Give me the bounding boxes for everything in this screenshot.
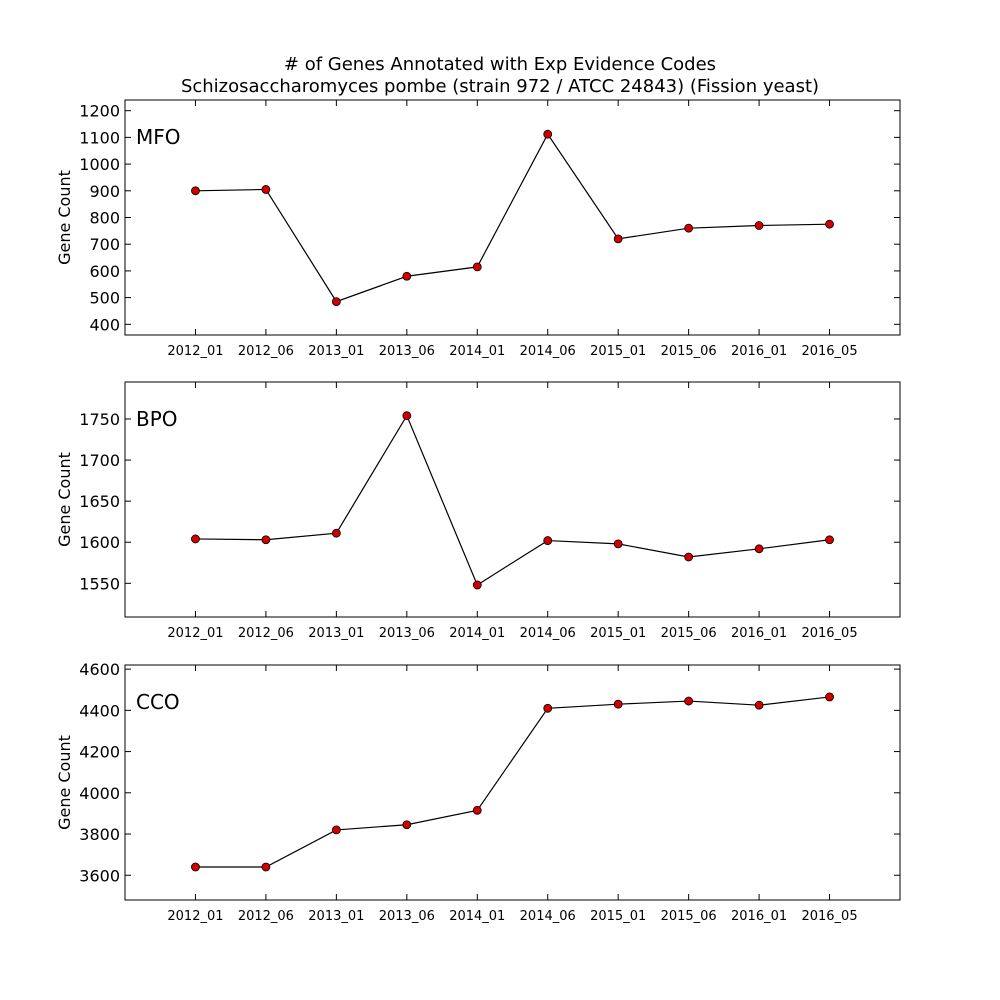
y-axis-label: Gene Count [55, 170, 74, 265]
x-tick-label: 2016_01 [731, 909, 787, 924]
y-tick-label: 1650 [79, 492, 120, 511]
y-axis-label: Gene Count [55, 735, 74, 830]
chart-title: # of Genes Annotated with Exp Evidence C… [283, 54, 717, 75]
y-tick-label: 1550 [79, 574, 120, 593]
data-point [331, 297, 341, 307]
x-tick-label: 2013_06 [379, 626, 435, 641]
y-tick-label: 1000 [79, 155, 120, 174]
data-point [261, 862, 271, 872]
x-tick-label: 2016_01 [731, 626, 787, 641]
y-tick-label: 600 [89, 262, 120, 281]
data-point [191, 534, 200, 544]
x-tick-label: 2014_01 [449, 909, 505, 924]
x-tick-label: 2012_06 [238, 909, 294, 924]
x-tick-label: 2013_01 [308, 909, 364, 924]
y-tick-label: 4600 [79, 660, 120, 679]
x-tick-label: 2013_01 [308, 626, 364, 641]
x-tick-label: 2013_06 [379, 909, 435, 924]
x-tick-label: 2014_06 [520, 344, 576, 359]
x-tick-label: 2015_06 [661, 626, 717, 641]
data-point [613, 699, 623, 709]
data-point [472, 262, 482, 272]
data-point [543, 129, 553, 139]
data-point [472, 805, 482, 815]
x-tick-label: 2015_06 [661, 344, 717, 359]
x-tick-label: 2012_06 [238, 626, 294, 641]
data-point [754, 221, 764, 230]
panel-cco: 3600 3800 4000 4200 4400 4600 2012_01 2012_06 20… [55, 660, 901, 924]
x-tick-label: 2014_06 [520, 909, 576, 924]
y-tick-label: 4200 [79, 743, 120, 762]
x-tick-label: 2015_01 [590, 626, 646, 641]
axes-frame [124, 99, 901, 336]
x-tick-label: 2012_01 [167, 344, 223, 359]
panel-label: MFO [136, 125, 181, 149]
x-tick-label: 2014_01 [449, 344, 505, 359]
data-point [331, 825, 341, 835]
y-tick-label: 4400 [79, 701, 120, 720]
y-tick-label: 4000 [79, 784, 120, 803]
x-tick-label: 2016_05 [801, 909, 857, 924]
x-tick-label: 2012_06 [238, 344, 294, 359]
x-tick-label: 2012_01 [167, 626, 223, 641]
y-tick-label: 500 [89, 289, 120, 308]
y-tick-label: 800 [89, 209, 120, 228]
data-point [543, 536, 553, 545]
data-point [402, 820, 412, 830]
y-tick-label: 1200 [79, 102, 120, 121]
data-point [825, 692, 834, 702]
x-tick-label: 2012_01 [167, 909, 223, 924]
y-tick-label: 1700 [79, 451, 120, 470]
y-tick-label: 3600 [79, 866, 120, 885]
y-tick-label: 3800 [79, 825, 120, 844]
x-tick-label: 2013_06 [379, 344, 435, 359]
x-tick-label: 2015_01 [590, 344, 646, 359]
data-point [402, 271, 412, 281]
x-tick-label: 2015_06 [661, 909, 717, 924]
x-tick-label: 2016_05 [801, 344, 857, 359]
data-point [754, 700, 764, 710]
y-tick-label: 700 [89, 235, 120, 254]
x-tick-label: 2014_01 [449, 626, 505, 641]
panel-label: BPO [136, 407, 178, 431]
data-point [825, 219, 834, 229]
x-tick-label: 2016_05 [801, 626, 857, 641]
y-tick-label: 1750 [79, 410, 120, 429]
axes-frame [124, 664, 901, 901]
panel-label: CCO [136, 690, 180, 714]
chart-subtitle: Schizosaccharomyces pombe (strain 972 / … [180, 76, 820, 97]
y-axis-label: Gene Count [55, 452, 74, 547]
data-point [331, 528, 341, 538]
x-tick-label: 2015_01 [590, 909, 646, 924]
panel-mfo: 400 500 600 700 800 900 1000 1100 1200 2012_01 201… [55, 99, 901, 359]
axes-frame [124, 381, 901, 618]
series-line [195, 133, 830, 303]
data-point [261, 185, 271, 194]
y-tick-label: 1100 [79, 128, 120, 147]
x-tick-label: 2013_01 [308, 344, 364, 359]
data-point [472, 580, 482, 590]
data-point [684, 696, 694, 706]
data-point [825, 535, 834, 545]
series-line [195, 414, 830, 586]
series-line [195, 696, 830, 868]
data-point [191, 186, 200, 196]
y-tick-label: 400 [89, 315, 120, 334]
data-point [261, 535, 271, 545]
y-tick-label: 1600 [79, 533, 120, 552]
y-tick-label: 900 [89, 182, 120, 201]
data-point [543, 703, 553, 713]
data-point [191, 862, 200, 872]
data-point [754, 544, 764, 554]
x-tick-label: 2014_06 [520, 626, 576, 641]
panel-bpo: 1550 1600 1650 1700 1750 2012_01 2012_06 2013_0… [55, 381, 901, 641]
data-point [684, 223, 694, 233]
data-point [402, 411, 412, 421]
data-point [613, 234, 623, 244]
x-tick-label: 2016_01 [731, 344, 787, 359]
data-point [684, 552, 694, 562]
data-point [613, 539, 623, 549]
